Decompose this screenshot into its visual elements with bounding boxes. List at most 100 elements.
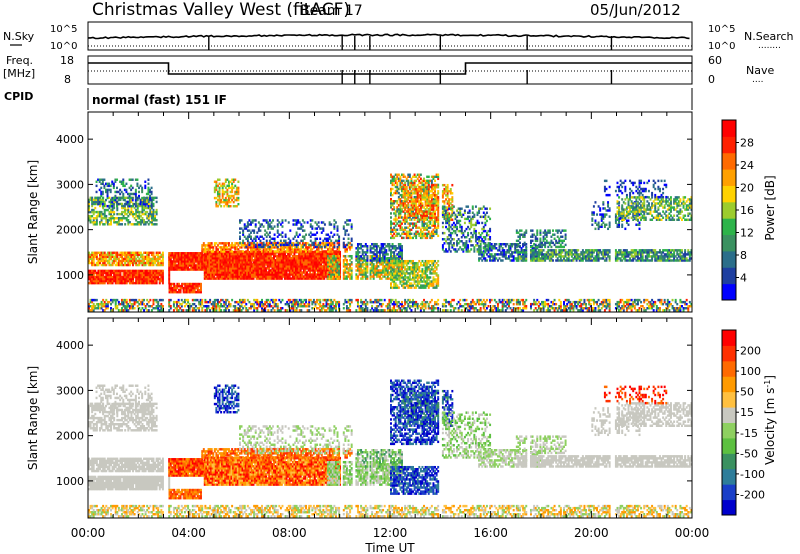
power-cell bbox=[132, 251, 135, 255]
power-cell bbox=[187, 258, 190, 261]
power-cell bbox=[268, 245, 271, 249]
power-cell bbox=[399, 276, 402, 279]
power-cell bbox=[169, 268, 172, 271]
power-cell bbox=[399, 245, 402, 248]
power-cell bbox=[315, 261, 318, 264]
power-cell bbox=[263, 271, 266, 274]
power-cell bbox=[401, 253, 403, 256]
power-cell bbox=[254, 235, 257, 238]
power-cell bbox=[211, 267, 214, 270]
power-cell bbox=[246, 271, 249, 274]
power-cell bbox=[201, 256, 204, 259]
power-cell bbox=[198, 256, 201, 259]
power-cell bbox=[89, 255, 92, 259]
power-cell bbox=[232, 180, 235, 183]
power-cell bbox=[291, 275, 294, 278]
power-cell bbox=[117, 259, 120, 263]
power-cell bbox=[112, 182, 115, 186]
power-cell bbox=[261, 252, 264, 256]
power-cell bbox=[402, 282, 405, 285]
power-cell bbox=[198, 282, 201, 286]
power-cell bbox=[205, 252, 208, 256]
power-cell bbox=[230, 261, 233, 264]
power-cell bbox=[310, 265, 313, 268]
power-cell bbox=[281, 246, 284, 249]
power-cell bbox=[283, 254, 286, 258]
nsearch-tick-top: 10^5 bbox=[708, 24, 735, 35]
power-cell bbox=[108, 206, 111, 210]
power-cell bbox=[310, 257, 313, 260]
power-cell bbox=[110, 257, 112, 261]
power-cell bbox=[111, 263, 114, 267]
power-cell bbox=[318, 271, 321, 274]
power-cell bbox=[146, 273, 149, 277]
power-cell bbox=[204, 248, 207, 251]
power-cell bbox=[226, 246, 229, 249]
power-cell bbox=[278, 244, 281, 247]
power-cell bbox=[199, 286, 202, 290]
power-cell bbox=[138, 204, 141, 208]
power-cell bbox=[276, 245, 279, 249]
power-cell bbox=[119, 261, 122, 265]
power-cell bbox=[236, 273, 239, 276]
nsky-line bbox=[88, 33, 690, 40]
power-cell bbox=[336, 263, 339, 266]
power-cell bbox=[416, 264, 419, 267]
power-cell bbox=[410, 259, 413, 263]
power-cell bbox=[160, 279, 163, 283]
power-cell bbox=[110, 277, 112, 281]
power-cell bbox=[410, 270, 413, 273]
power-cell bbox=[369, 269, 372, 272]
power-cell bbox=[233, 271, 236, 274]
power-cell bbox=[177, 266, 180, 269]
power-cell bbox=[288, 267, 291, 270]
power-cell bbox=[133, 253, 136, 257]
power-cell bbox=[135, 210, 138, 214]
power-cell bbox=[314, 244, 317, 247]
power-cell bbox=[247, 261, 250, 264]
power-cell bbox=[347, 267, 350, 270]
power-cell bbox=[223, 198, 226, 202]
power-cell bbox=[324, 261, 327, 264]
power-cell bbox=[312, 246, 315, 249]
power-cell bbox=[105, 253, 108, 257]
power-cell bbox=[174, 262, 177, 265]
power-cell bbox=[311, 227, 314, 230]
power-cell bbox=[306, 246, 309, 249]
power-cell bbox=[213, 186, 216, 190]
power-cell bbox=[380, 261, 383, 264]
power-cell bbox=[292, 237, 295, 241]
power-cell bbox=[205, 248, 208, 251]
power-cell bbox=[152, 257, 155, 261]
power-cell bbox=[415, 276, 418, 279]
power-cell bbox=[117, 275, 120, 279]
power-cell bbox=[214, 265, 217, 268]
power-cell bbox=[361, 259, 364, 262]
power-cell bbox=[113, 279, 116, 283]
power-cell bbox=[144, 198, 147, 202]
power-cell bbox=[328, 248, 331, 251]
power-cell bbox=[100, 198, 103, 202]
power-cell bbox=[311, 219, 314, 222]
power-cell bbox=[205, 261, 208, 264]
power-cell bbox=[122, 257, 125, 261]
power-cell bbox=[150, 219, 153, 222]
power-cell bbox=[235, 269, 238, 272]
power-cell bbox=[268, 277, 271, 280]
power-cell bbox=[314, 221, 317, 224]
power-cell bbox=[421, 280, 424, 283]
power-cell bbox=[333, 257, 336, 260]
power-cell bbox=[92, 281, 95, 285]
power-cell bbox=[250, 265, 253, 268]
power-cell bbox=[114, 221, 117, 224]
power-cell bbox=[222, 259, 225, 262]
power-cell bbox=[209, 242, 212, 245]
power-cell bbox=[139, 202, 142, 206]
power-cell bbox=[390, 253, 392, 256]
power-cell bbox=[336, 239, 339, 243]
power-cell bbox=[282, 269, 285, 272]
power-cell bbox=[160, 273, 163, 277]
power-cell bbox=[236, 250, 239, 254]
power-cell bbox=[101, 196, 104, 200]
power-cell bbox=[421, 274, 424, 277]
